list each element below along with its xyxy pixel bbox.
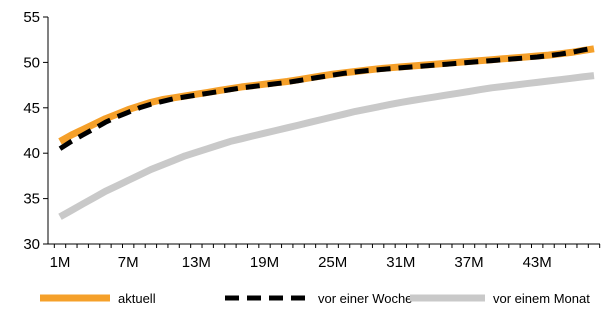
legend-label-1: aktuell [118,291,156,306]
series-layer [58,45,595,220]
series-line-3 [58,72,595,220]
y-tick-label: 55 [23,9,40,26]
series-line-1 [58,45,595,145]
y-tick-label: 50 [23,54,40,71]
series-line-2 [58,45,595,151]
x-tick-label: 7M [118,254,139,271]
x-tick-label: 1M [50,254,71,271]
y-tick-label: 45 [23,100,40,117]
x-tick-label: 19M [250,254,279,271]
x-tick-label: 13M [182,254,211,271]
x-tick-label: 25M [318,254,347,271]
legend-label-3: vor einem Monat [493,291,590,306]
y-tick-label: 30 [23,236,40,253]
y-tick-label: 40 [23,145,40,162]
chart-legend: aktuell vor einer Woche vor einem Monat [40,291,590,306]
x-tick-label: 37M [454,254,483,271]
y-tick-label: 35 [23,191,40,208]
chart-axes: 30 35 40 45 50 55 1M 7M 13M 19M 25M 31M 37M 43M [23,9,601,271]
legend-label-2: vor einer Woche [318,291,412,306]
x-tick-label: 43M [523,254,552,271]
x-tick-label: 31M [386,254,415,271]
